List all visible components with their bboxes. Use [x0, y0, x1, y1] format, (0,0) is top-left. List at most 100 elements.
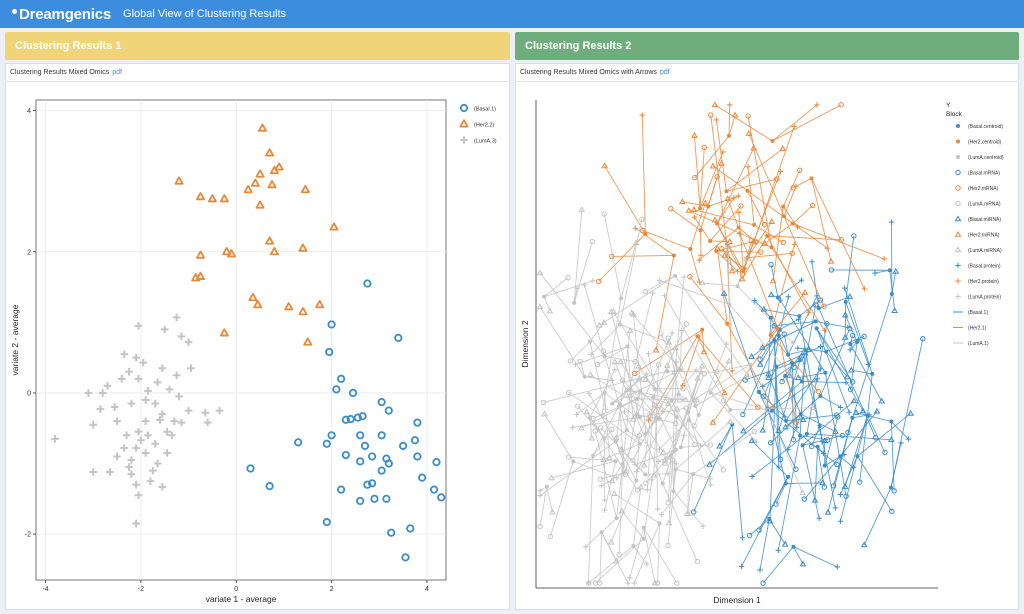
arrow-line: [792, 205, 814, 225]
block-point: [745, 113, 751, 119]
data-point: [360, 441, 370, 450]
block-point: [721, 389, 728, 396]
arrow-line: [772, 104, 818, 142]
pdf-link-2[interactable]: pdf: [659, 69, 670, 76]
centroid-point: [776, 333, 781, 338]
data-point: [332, 385, 341, 394]
arrow-line: [747, 166, 755, 225]
centroid-point: [823, 370, 828, 375]
block-point: [537, 488, 543, 494]
block-point: [764, 407, 771, 414]
arrow-line: [588, 545, 634, 584]
centroid-point: [797, 358, 802, 363]
arrow-line: [539, 272, 605, 357]
data-point: [432, 458, 441, 467]
data-point: [158, 410, 167, 418]
block-point: [790, 436, 797, 443]
block-point: [898, 440, 904, 446]
data-point: [377, 466, 386, 475]
arrow-line: [544, 413, 574, 462]
block-point: [841, 333, 849, 340]
data-point: [219, 194, 229, 203]
block-point: [698, 443, 704, 449]
block-point: [654, 506, 661, 512]
data-point: [177, 332, 186, 341]
block-point: [601, 211, 607, 217]
block-point: [632, 225, 639, 231]
block-point: [665, 471, 671, 477]
arrow-line: [629, 527, 645, 579]
x-axis-label: Dimension 1: [713, 595, 761, 605]
x-tick-label: -4: [42, 586, 48, 593]
centroid-point: [698, 228, 703, 233]
block-point: [809, 404, 816, 410]
data-point: [368, 479, 377, 488]
block-point: [758, 249, 764, 255]
block-point: [600, 348, 607, 354]
block-point: [850, 397, 858, 404]
block-point: [656, 446, 663, 452]
data-point: [163, 449, 171, 457]
y-tick-label: 2: [27, 249, 31, 256]
arrow-line: [787, 295, 818, 355]
centroid-point: [602, 390, 607, 395]
block-point: [850, 464, 857, 471]
data-point: [127, 470, 136, 478]
block-point: [849, 332, 856, 339]
centroid-point: [674, 447, 679, 452]
arrow-line: [664, 295, 731, 411]
arrow-line: [573, 460, 617, 479]
block-point: [727, 102, 733, 108]
block-point: [609, 253, 615, 260]
block-point: [586, 390, 592, 396]
arrow-line: [661, 473, 694, 515]
block-point: [788, 371, 794, 378]
block-point: [777, 456, 784, 463]
arrow-line: [642, 230, 691, 250]
block-point: [905, 436, 912, 442]
block-point: [740, 411, 746, 418]
block-point: [578, 206, 586, 213]
block-point: [790, 185, 796, 191]
centroid-point: [769, 245, 774, 250]
block-point: [785, 294, 791, 300]
block-point: [892, 267, 900, 274]
arrow-line: [670, 208, 701, 231]
block-point: [740, 427, 747, 434]
arrow-line: [539, 440, 617, 496]
block-point: [664, 399, 672, 406]
centroid-point: [848, 342, 853, 347]
block-point: [793, 420, 799, 426]
centroid-point: [671, 253, 676, 258]
block-point: [595, 321, 603, 328]
block-point: [698, 368, 704, 375]
pdf-link-1[interactable]: pdf: [112, 69, 122, 76]
block-point: [767, 291, 775, 298]
data-point: [356, 496, 365, 506]
data-point: [387, 528, 396, 537]
block-point: [655, 362, 662, 368]
panel-header-clustering-2: Clustering Results 2: [515, 32, 1019, 60]
block-point: [859, 407, 867, 414]
block-point: [671, 370, 678, 376]
block-point: [815, 388, 822, 395]
arrow-line: [731, 424, 743, 538]
centroid-point: [665, 369, 670, 374]
arrow-line: [753, 224, 784, 243]
arrow-line: [857, 413, 911, 457]
block-point: [907, 409, 914, 416]
brand-logo[interactable]: Dreamgenics: [12, 6, 111, 23]
arrow-line: [699, 147, 705, 209]
block-point: [824, 321, 830, 327]
arrow-line: [759, 518, 770, 571]
arrow-line: [551, 460, 616, 479]
centroid-point: [798, 433, 803, 438]
y-tick-label: -2: [25, 532, 31, 539]
block-point: [589, 238, 595, 245]
block-point: [595, 278, 602, 285]
arrow-line: [785, 368, 821, 421]
block-point: [725, 357, 733, 364]
data-point: [377, 431, 386, 440]
data-point: [174, 176, 184, 185]
arrow-line: [687, 420, 690, 514]
